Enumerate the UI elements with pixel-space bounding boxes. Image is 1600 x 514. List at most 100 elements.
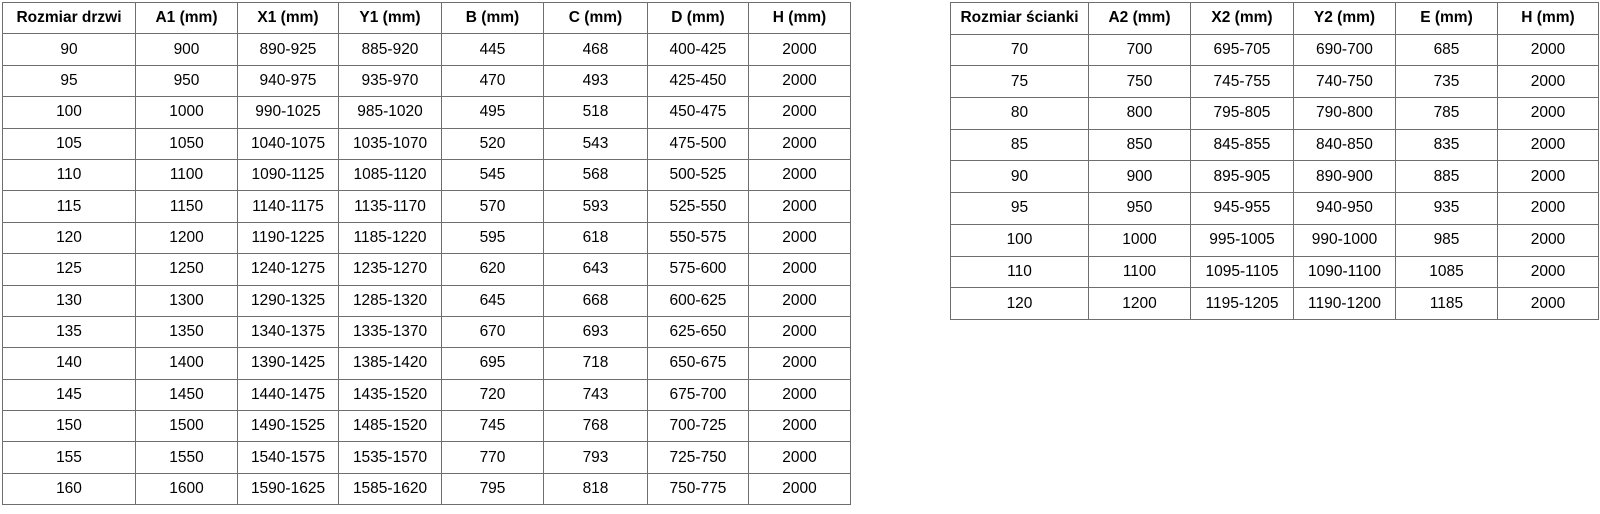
- table-row: 105 1050 1040-1075 1035-1070 520 543 475-500 20…: [2, 127, 851, 160]
- table-cell: 725-750: [647, 441, 749, 474]
- table-cell: 518: [543, 96, 648, 129]
- table-cell: 2000: [748, 127, 851, 160]
- table-cell: 750-775: [647, 472, 749, 506]
- column-header: H (mm): [1497, 2, 1599, 35]
- table-row: 95 950 940-975 935-970 470 493 425-450 2000: [2, 64, 851, 98]
- table-cell: 945-955: [1190, 192, 1294, 225]
- table-cell: 1185-1220: [338, 221, 442, 255]
- table-cell: 1490-1525: [237, 410, 339, 443]
- table-cell: 85: [950, 128, 1089, 162]
- door-table-body: 90 900 890-925 885-920 445 468 400-425 2000 95 95…: [2, 33, 851, 506]
- table-cell: 1200: [1088, 287, 1191, 320]
- table-cell: 575-600: [647, 253, 749, 286]
- table-cell: 2000: [748, 472, 851, 506]
- table-cell: 940-950: [1293, 192, 1396, 225]
- table-cell: 1335-1370: [338, 315, 442, 349]
- table-cell: 110: [950, 255, 1089, 289]
- table-cell: 675-700: [647, 378, 749, 412]
- table-cell: 543: [543, 127, 648, 160]
- table-cell: 90: [2, 33, 136, 66]
- table-cell: 100: [950, 223, 1089, 257]
- table-cell: 2000: [748, 347, 851, 380]
- table-cell: 550-575: [647, 221, 749, 255]
- table-cell: 1290-1325: [237, 284, 339, 317]
- table-cell: 593: [543, 190, 648, 223]
- table-cell: 840-850: [1293, 128, 1396, 162]
- table-cell: 750: [1088, 65, 1191, 99]
- table-cell: 625-650: [647, 315, 749, 349]
- table-cell: 468: [543, 33, 648, 66]
- table-cell: 1100: [135, 158, 238, 192]
- table-cell: 95: [2, 64, 136, 98]
- table-cell: 1135-1170: [338, 190, 442, 223]
- table-cell: 600-625: [647, 284, 749, 317]
- column-header: A1 (mm): [135, 1, 238, 35]
- table-row: 130 1300 1290-1325 1285-1320 645 668 600-625 20…: [2, 284, 851, 317]
- table-cell: 2000: [748, 33, 851, 66]
- table-cell: 1150: [135, 190, 238, 223]
- table-cell: 70: [950, 33, 1089, 67]
- table-cell: 900: [135, 33, 238, 66]
- table-cell: 1195-1205: [1190, 287, 1294, 320]
- table-row: 90 900 890-925 885-920 445 468 400-425 2000: [2, 33, 851, 66]
- table-cell: 793: [543, 441, 648, 474]
- table-cell: 745-755: [1190, 65, 1294, 99]
- table-cell: 155: [2, 441, 136, 474]
- wall-table-header-row: Rozmiar ścianki A2 (mm) X2 (mm) Y2 (mm) E (m…: [950, 2, 1599, 35]
- table-cell: 743: [543, 378, 648, 412]
- column-header: H (mm): [748, 1, 851, 35]
- table-cell: 493: [543, 64, 648, 98]
- table-cell: 1435-1520: [338, 378, 442, 412]
- table-cell: 1285-1320: [338, 284, 442, 317]
- table-row: 115 1150 1140-1175 1135-1170 570 593 525-550 20…: [2, 190, 851, 223]
- table-cell: 520: [441, 127, 544, 160]
- table-cell: 2000: [748, 253, 851, 286]
- table-cell: 618: [543, 221, 648, 255]
- table-cell: 700-725: [647, 410, 749, 443]
- table-cell: 890-925: [237, 33, 339, 66]
- table-cell: 643: [543, 253, 648, 286]
- table-cell: 950: [135, 64, 238, 98]
- table-cell: 950: [1088, 192, 1191, 225]
- table-cell: 1390-1425: [237, 347, 339, 380]
- table-cell: 495: [441, 96, 544, 129]
- table-cell: 935: [1395, 192, 1498, 225]
- table-cell: 400-425: [647, 33, 749, 66]
- table-cell: 1485-1520: [338, 410, 442, 443]
- table-cell: 845-855: [1190, 128, 1294, 162]
- table-cell: 693: [543, 315, 648, 349]
- table-cell: 718: [543, 347, 648, 380]
- column-header: B (mm): [441, 1, 544, 35]
- table-cell: 745: [441, 410, 544, 443]
- table-cell: 1050: [135, 127, 238, 160]
- table-cell: 2000: [1497, 287, 1599, 320]
- table-cell: 2000: [1497, 128, 1599, 162]
- table-cell: 470: [441, 64, 544, 98]
- door-table-header-row: Rozmiar drzwi A1 (mm) X1 (mm) Y1 (mm) B (mm)…: [2, 1, 851, 35]
- table-cell: 668: [543, 284, 648, 317]
- table-cell: 2000: [1497, 192, 1599, 225]
- table-cell: 800: [1088, 97, 1191, 130]
- table-cell: 425-450: [647, 64, 749, 98]
- wall-size-table: Rozmiar ścianki A2 (mm) X2 (mm) Y2 (mm) E (m…: [950, 2, 1599, 320]
- table-cell: 2000: [748, 221, 851, 255]
- column-header: C (mm): [543, 1, 648, 35]
- table-cell: 850: [1088, 128, 1191, 162]
- table-cell: 95: [950, 192, 1089, 225]
- table-cell: 1500: [135, 410, 238, 443]
- table-cell: 2000: [1497, 33, 1599, 67]
- table-cell: 1185: [1395, 287, 1498, 320]
- table-row: 100 1000 990-1025 985-1020 495 518 450-475 2000: [2, 96, 851, 129]
- table-cell: 695-705: [1190, 33, 1294, 67]
- table-row: 100 1000 995-1005 990-1000 985 2000: [950, 223, 1599, 257]
- table-cell: 1340-1375: [237, 315, 339, 349]
- table-cell: 1095-1105: [1190, 255, 1294, 289]
- table-cell: 570: [441, 190, 544, 223]
- table-row: 145 1450 1440-1475 1435-1520 720 743 675-700 20…: [2, 378, 851, 412]
- table-cell: 2000: [748, 158, 851, 192]
- table-cell: 1085-1120: [338, 158, 442, 192]
- table-cell: 90: [950, 160, 1089, 194]
- table-cell: 650-675: [647, 347, 749, 380]
- table-row: 155 1550 1540-1575 1535-1570 770 793 725-750 20…: [2, 441, 851, 474]
- column-header: X2 (mm): [1190, 2, 1294, 35]
